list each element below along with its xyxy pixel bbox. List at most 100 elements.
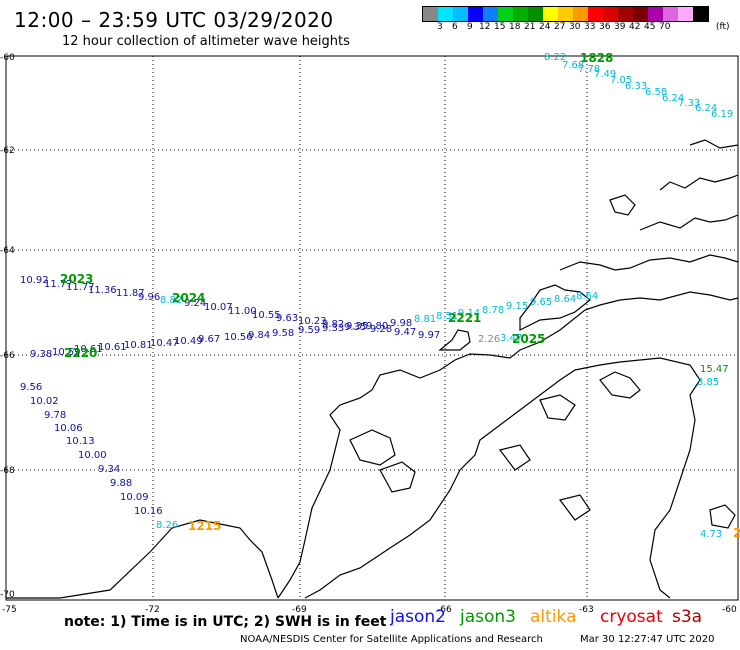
swh-value: 8.64 (576, 291, 598, 302)
swh-value: 10.23 (298, 316, 327, 327)
swh-value: 10.61 (74, 344, 103, 355)
swh-value: 8.81 (414, 314, 436, 325)
swh-value: 9.82 (322, 319, 344, 330)
page-subtitle: 12 hour collection of altimeter wave hei… (62, 34, 350, 49)
swh-value: 11.77 (66, 282, 95, 293)
swh-value: 3.47 (500, 333, 522, 344)
satellite-jason2: jason2 (390, 607, 446, 627)
swh-value: 9.65 (530, 297, 552, 308)
swh-value: 9.88 (110, 478, 132, 489)
swh-value: 9.28 (370, 324, 392, 335)
legend-tick: 9 (467, 22, 473, 32)
swh-value: 10.13 (66, 436, 95, 447)
swh-value: 10.16 (134, 506, 163, 517)
lat-label: -64 (0, 246, 15, 256)
swh-value: 10.02 (30, 396, 59, 407)
lat-label: -70 (0, 590, 15, 600)
legend-unit: (ft) (716, 22, 730, 32)
legend-tick: 15 (494, 22, 506, 32)
satellite-cryosat: cryosat (600, 607, 663, 627)
pass-time-label: 1215 (188, 519, 221, 533)
swh-value: 8.82 (160, 295, 182, 306)
legend-tick: 42 (629, 22, 641, 32)
legend-tick: 6 (452, 22, 458, 32)
pass-time-label: 2 (733, 526, 740, 540)
legend-tick: 39 (614, 22, 626, 32)
swh-value: 10.47 (150, 338, 179, 349)
legend-tick: 70 (659, 22, 671, 32)
swh-value: 9.96 (138, 292, 160, 303)
legend-swatch (618, 7, 633, 21)
satellite-jason3: jason3 (460, 607, 516, 627)
map-frame (5, 55, 739, 601)
swh-value: 10.61 (98, 342, 127, 353)
footer-note: note: 1) Time is in UTC; 2) SWH is in fe… (64, 614, 387, 630)
footer-timestamp: Mar 30 12:27:47 UTC 2020 (580, 634, 715, 645)
swh-value: 11.36 (88, 285, 117, 296)
legend-swatch (483, 7, 498, 21)
legend-tick: 45 (644, 22, 656, 32)
swh-value: 9.80 (366, 321, 388, 332)
legend-tick: 30 (569, 22, 581, 32)
swh-value: 7.49 (594, 69, 616, 80)
swh-value: 8.78 (482, 305, 504, 316)
swh-value: 7.68 (562, 60, 584, 71)
swh-value: 10.09 (120, 492, 149, 503)
axis-labels: -60 -62 -64 -66 -68 -70 -75 -72 -69 -66 … (0, 53, 737, 615)
swh-value: 6.24 (695, 103, 717, 114)
swh-value: 11.87 (116, 288, 145, 299)
swh-value: 3.85 (697, 377, 719, 388)
legend-swatch (693, 7, 708, 21)
swh-value: 8.26 (156, 520, 178, 531)
swh-value: 8.64 (554, 294, 576, 305)
lat-label: -68 (0, 466, 15, 476)
wave-height-tracks: 8.227.687.787.497.056.336.586.247.336.24… (20, 52, 733, 540)
swh-value: 2.26 (478, 334, 500, 345)
legend-tick: 33 (584, 22, 596, 32)
lat-label: -66 (0, 351, 15, 361)
swh-value: 9.56 (20, 382, 42, 393)
legend-swatch (453, 7, 468, 21)
legend-swatch (528, 7, 543, 21)
legend-swatch (543, 7, 558, 21)
swh-value: 10.92 (20, 275, 49, 286)
lon-label: -60 (722, 605, 737, 615)
swh-value: 9.78 (44, 410, 66, 421)
swh-value: 4.73 (700, 529, 722, 540)
lon-label: -72 (145, 605, 160, 615)
swh-value: 6.33 (625, 81, 647, 92)
swh-value: 9.15 (506, 301, 528, 312)
swh-value: 6.58 (645, 87, 667, 98)
swh-value: 9.63 (276, 313, 298, 324)
pass-time-label: 2023 (60, 272, 93, 286)
legend-swatch (423, 7, 438, 21)
coastline (6, 139, 739, 599)
swh-value: 10.59 (52, 347, 81, 358)
swh-value: 10.55 (252, 310, 281, 321)
swh-value: 9.34 (98, 464, 120, 475)
legend-swatch (468, 7, 483, 21)
legend-swatch (558, 7, 573, 21)
legend-tick: 21 (524, 22, 536, 32)
lat-label: -62 (0, 146, 15, 156)
satellite-s3a: s3a (672, 607, 703, 627)
swh-value: 9.14 (458, 308, 480, 319)
legend-tick: 12 (479, 22, 491, 32)
legend-swatch (498, 7, 513, 21)
color-legend (422, 6, 709, 22)
swh-value: 9.58 (272, 328, 294, 339)
swh-value: 10.06 (54, 423, 83, 434)
pass-time-labels: 1828 2023 2024 2221 2025 2220 1215 2 (60, 51, 740, 540)
legend-tick: 27 (554, 22, 566, 32)
pass-time-label: 2025 (512, 332, 545, 346)
swh-value: 10.49 (174, 336, 203, 347)
legend-tick: 18 (509, 22, 521, 32)
legend-swatch (633, 7, 648, 21)
swh-value: 10.56 (224, 332, 253, 343)
swh-value: 6.19 (711, 109, 733, 120)
swh-value: 9.35 (346, 321, 368, 332)
swh-value: 10.81 (124, 340, 153, 351)
legend-swatch (648, 7, 663, 21)
